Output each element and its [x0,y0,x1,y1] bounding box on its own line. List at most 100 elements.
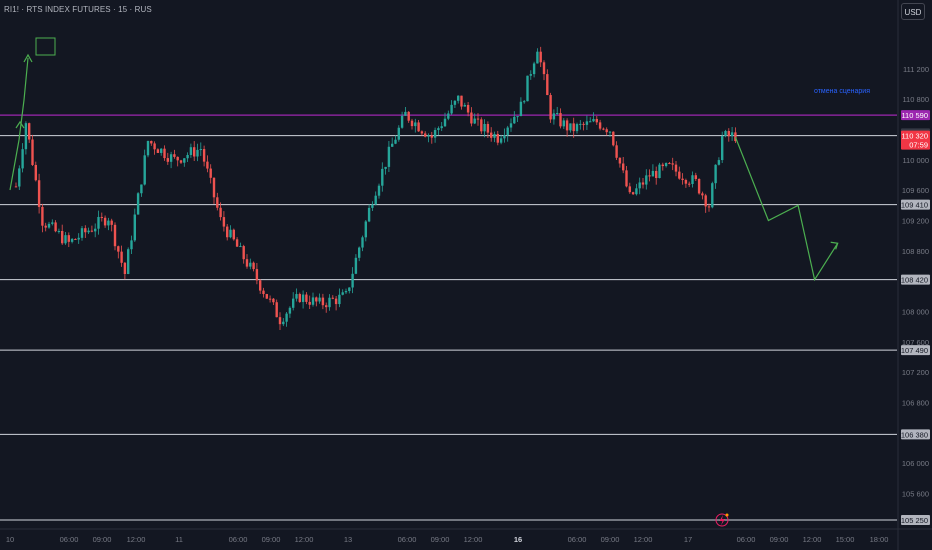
candle-body-74 [259,280,262,291]
candle-body-216 [727,130,730,137]
candle-body-99 [341,292,344,295]
candle-body-138 [470,112,473,124]
candle-body-201 [678,171,681,179]
candle-body-158 [536,51,539,64]
candle-body-146 [496,133,499,143]
candle-body-182 [615,145,618,158]
price-tick-label-9: 106 800 [902,398,929,407]
projection-box [35,37,56,56]
candle-body-14 [61,231,64,244]
candle-body-167 [565,120,569,131]
candle-body-119 [407,111,410,121]
candle-body-156 [529,74,532,76]
candle-body-79 [275,302,278,318]
countdown-label: 07:59 [909,141,928,150]
candle-body-103 [354,257,358,274]
candle-body-184 [622,163,625,171]
early-projection-line [9,57,29,191]
horizontal-levels[interactable] [0,114,897,521]
candle-body-49 [176,156,179,161]
level-badge-3: 108 420 [901,276,928,285]
candle-body-25 [97,216,100,229]
candle-body-137 [466,104,470,113]
price-tick-label-8: 107 200 [902,368,929,377]
symbol-title[interactable]: RI1! · RTS INDEX FUTURES · 15 · RUS [4,5,152,14]
candle-body-180 [608,131,612,133]
candle-body-175 [592,118,595,122]
candle-body-35 [130,240,133,250]
candle-body-118 [404,111,407,116]
candle-body-100 [344,291,348,293]
time-tick-label-5: 06:00 [229,535,248,544]
candle-body-16 [67,235,70,242]
candle-body-58 [206,161,209,169]
candle-body-170 [575,124,579,132]
candle-body-51 [183,158,186,163]
candle-body-36 [133,214,136,241]
candle-body-106 [364,221,367,238]
candle-body-61 [216,197,219,208]
candle-body-131 [447,113,450,119]
candle-body-139 [473,118,476,124]
candle-body-89 [308,301,311,305]
candle-body-174 [589,121,592,123]
candle-body-60 [212,177,216,198]
candle-body-33 [123,262,127,275]
candle-body-166 [562,120,565,127]
candle-body-101 [348,287,351,292]
candle-body-191 [645,175,648,185]
time-tick-label-1: 06:00 [60,535,79,544]
time-tick-label-2: 09:00 [93,535,112,544]
candle-body-196 [661,164,664,167]
candle-body-7 [37,180,41,207]
candle-body-59 [209,168,212,178]
candle-body-116 [397,127,400,140]
candle-body-84 [292,298,295,308]
early-projection-arrowhead [23,53,33,63]
time-axis[interactable]: 10 06:00 09:00 12:00 11 06:00 09:00 12:00 13 06:0… [0,528,932,544]
candle-body-108 [371,204,374,208]
price-tick-label-2: 110 000 [902,156,929,165]
candle-body-177 [598,122,602,129]
candle-body-12 [54,222,57,232]
candle-body-181 [612,131,615,146]
candle-body-114 [391,143,394,147]
price-tick-label-6: 108 000 [902,307,929,316]
price-tick-label-4: 109 200 [902,217,929,226]
candle-body-73 [255,269,259,281]
candle-body-203 [684,180,688,184]
candle-body-9 [44,225,47,228]
candle-body-172 [582,123,585,125]
candle-body-211 [711,183,714,208]
candle-body-185 [625,170,628,187]
time-tick-label-14: 09:00 [601,535,620,544]
candle-body-153 [519,101,523,117]
lightning-icon[interactable] [715,513,729,527]
candle-body-204 [688,183,691,185]
candle-body-123 [420,131,424,134]
candle-body-135 [460,95,463,107]
candle-body-165 [559,113,562,127]
candle-body-112 [384,166,387,169]
candle-body-157 [532,63,536,75]
price-tick-label-3: 109 600 [902,186,929,195]
candle-body-45 [163,148,166,159]
candle-body-213 [717,160,721,165]
candle-body-28 [107,220,110,226]
candle-body-145 [493,133,496,138]
candle-body-187 [631,192,635,195]
candle-body-80 [278,317,282,325]
currency-button[interactable]: USD [901,3,925,20]
candle-body-155 [526,75,529,102]
candle-body-113 [387,146,391,167]
time-tick-label-12: 16 [514,535,522,544]
candle-body-125 [427,135,430,137]
candle-body-130 [443,118,447,127]
price-tick-label-12: 105 600 [902,489,929,498]
time-tick-label-18: 09:00 [770,535,789,544]
candle-body-96 [331,297,334,299]
candle-body-94 [325,305,328,308]
projection-arrowhead [830,241,839,250]
time-tick-label-9: 06:00 [398,535,417,544]
